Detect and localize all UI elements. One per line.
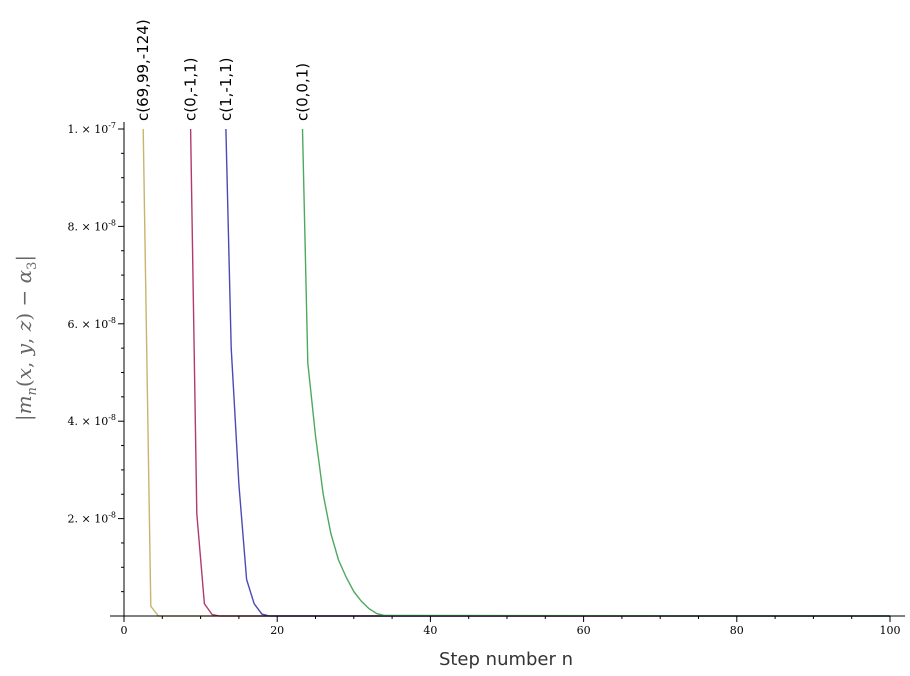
y-tick-label: 4. × 10-8 bbox=[68, 413, 117, 428]
x-tick-label: 40 bbox=[423, 624, 437, 637]
x-tick-label: 100 bbox=[880, 624, 901, 637]
x-axis-label: Step number n bbox=[439, 649, 573, 670]
y-tick-label: 8. × 10-8 bbox=[68, 218, 117, 233]
y-ticks: 2. × 10-8 4. × 10-8 6. × 10-8 8. × 10-8 1. ×… bbox=[68, 121, 124, 593]
axes bbox=[110, 122, 905, 622]
x-ticks: 0 20 40 60 80 100 bbox=[121, 616, 901, 637]
series-label: c(0,0,1) bbox=[293, 63, 311, 121]
y-tick-label: 6. × 10-8 bbox=[68, 316, 117, 331]
x-tick-label: 0 bbox=[121, 624, 128, 637]
series-line bbox=[225, 128, 890, 617]
x-tick-label: 20 bbox=[270, 624, 284, 637]
x-tick-label: 80 bbox=[730, 624, 744, 637]
series-labels: c(69,99,-124) c(0,-1,1) c(1,-1,1) c(0,0,1) bbox=[134, 19, 311, 121]
series-line bbox=[142, 128, 890, 617]
x-tick-label: 60 bbox=[577, 624, 591, 637]
y-tick-label: 2. × 10-8 bbox=[68, 511, 117, 526]
series-line bbox=[301, 128, 891, 617]
plot-lines bbox=[142, 128, 891, 617]
y-axis-label: |mn(x, y, z) − α3| bbox=[12, 255, 40, 421]
svg-text:|mn(x, y, z) − α3|: |mn(x, y, z) − α3| bbox=[12, 255, 40, 421]
series-line bbox=[189, 128, 890, 617]
series-label: c(69,99,-124) bbox=[134, 19, 152, 121]
series-label: c(0,-1,1) bbox=[182, 57, 200, 121]
series-label: c(1,-1,1) bbox=[217, 57, 235, 121]
y-tick-label: 1. × 10-7 bbox=[68, 121, 117, 136]
